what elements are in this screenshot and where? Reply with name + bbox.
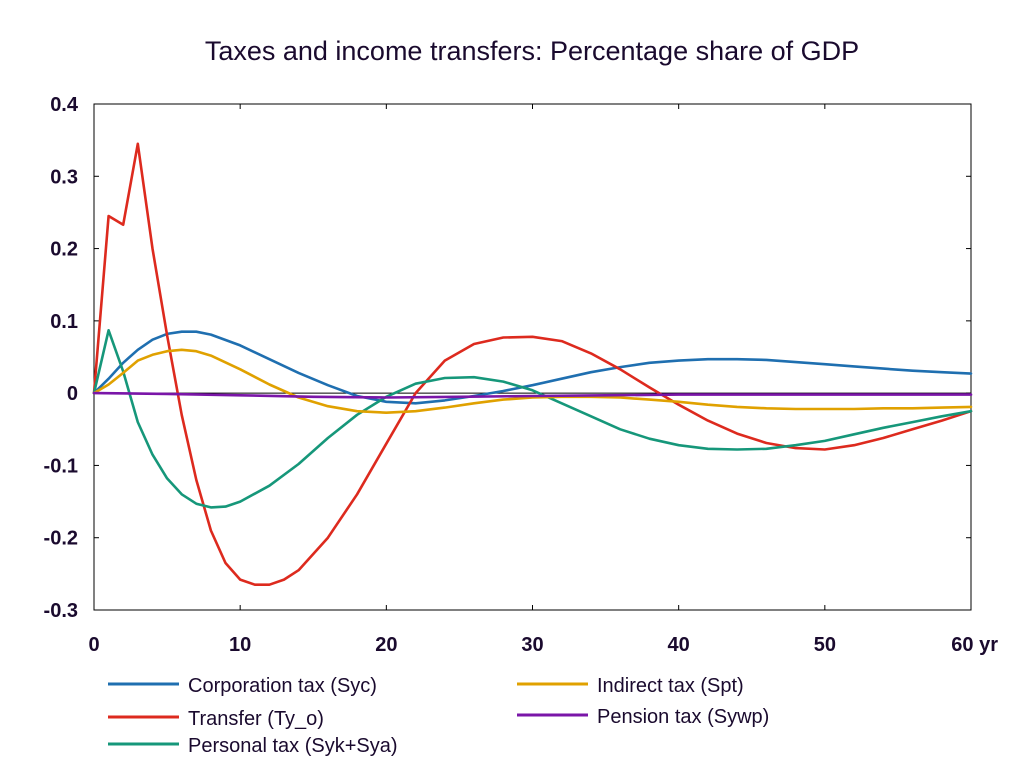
x-tick-label: 20 <box>375 634 397 656</box>
legend-label: Corporation tax (Syc) <box>188 675 377 697</box>
legend-label: Transfer (Ty_o) <box>188 708 324 730</box>
y-tick-label: -0.1 <box>44 455 78 477</box>
x-tick-label: 60 yr <box>951 634 998 656</box>
x-tick-label: 0 <box>88 634 99 656</box>
series-line-5 <box>92 391 973 399</box>
y-tick-label: -0.3 <box>44 600 78 622</box>
legend: Corporation tax (Syc) Transfer (Ty_o) Pers… <box>108 675 769 757</box>
series-line-1 <box>92 330 973 405</box>
y-tick-label: -0.2 <box>44 528 78 550</box>
series-layer <box>92 142 973 587</box>
y-tick-label: 0 <box>67 383 78 405</box>
y-tick-label: 0.3 <box>50 166 78 188</box>
legend-label: Pension tax (Sywp) <box>597 706 769 728</box>
legend-label: Indirect tax (Spt) <box>597 675 744 697</box>
x-tick-label: 50 <box>814 634 836 656</box>
series-line-3 <box>92 328 973 509</box>
chart-title: Taxes and income transfers: Percentage s… <box>205 36 859 66</box>
x-tick-label: 30 <box>521 634 543 656</box>
x-tick-label: 10 <box>229 634 251 656</box>
plot-axes: 0.4 0.3 0.2 0.1 0 -0.1 -0.2 -0.3 0 10 20 30 40 50 60 y… <box>44 94 999 656</box>
x-tick-label: 40 <box>668 634 690 656</box>
y-tick-label: 0.1 <box>50 311 78 333</box>
y-tick-label: 0.4 <box>50 94 79 116</box>
plot-frame <box>93 103 972 611</box>
legend-label: Personal tax (Syk+Sya) <box>188 735 398 757</box>
series-line-4 <box>92 348 973 415</box>
series-line-2 <box>92 142 973 587</box>
y-tick-label: 0.2 <box>50 239 78 261</box>
